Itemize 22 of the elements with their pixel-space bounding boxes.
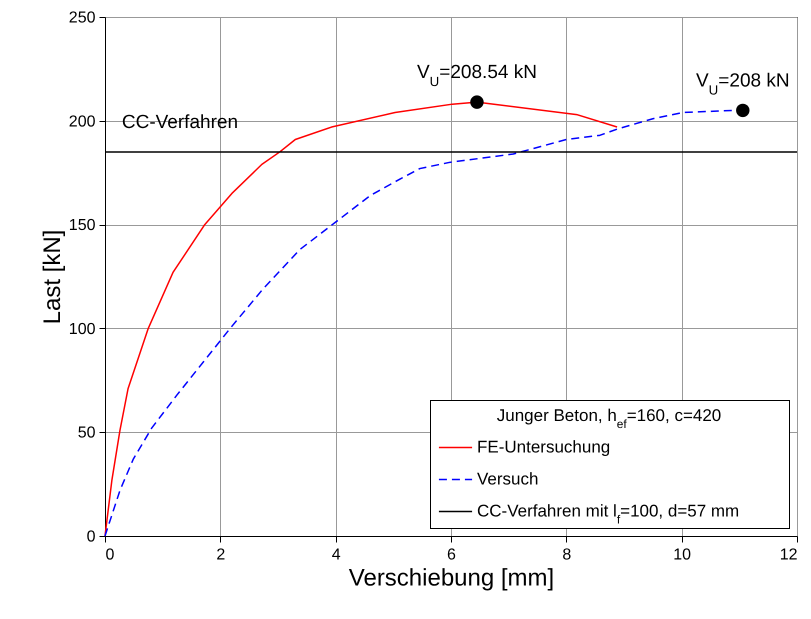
legend-label: FE-Untersuchung (477, 438, 610, 456)
annotation: CC-Verfahren (122, 112, 238, 133)
x-tick-label: 12 (780, 546, 798, 564)
legend-label: Versuch (477, 470, 538, 488)
y-tick-label: 50 (78, 424, 96, 442)
annotation: V$_{U}$=208 kN (696, 70, 790, 97)
x-tick-label: 10 (673, 546, 692, 564)
x-tick-label: 8 (562, 546, 572, 564)
x-tick-label: 4 (332, 546, 341, 564)
y-tick-label: 0 (86, 528, 96, 546)
legend-title: Junger Beton, h$_{ef}$=160, c=420 (496, 406, 722, 431)
x-tick-label: 2 (216, 546, 226, 564)
legend-label: CC-Verfahren mit l$_{f}$=100, d=57 mm (477, 502, 740, 526)
x-tick-label: 0 (106, 546, 114, 564)
y-tick-label: 150 (68, 217, 96, 234)
y-tick-label: 200 (68, 113, 96, 130)
x-tick-label: 6 (447, 546, 456, 564)
annotation: V$_{U}$=208.54 kN (416, 62, 537, 89)
x-axis-title: Verschiebung [mm] (348, 564, 554, 592)
y-tick-label: 250 (68, 10, 96, 26)
y-tick-label: 100 (68, 320, 96, 338)
y-axis-title: Last [kN] (38, 230, 66, 324)
